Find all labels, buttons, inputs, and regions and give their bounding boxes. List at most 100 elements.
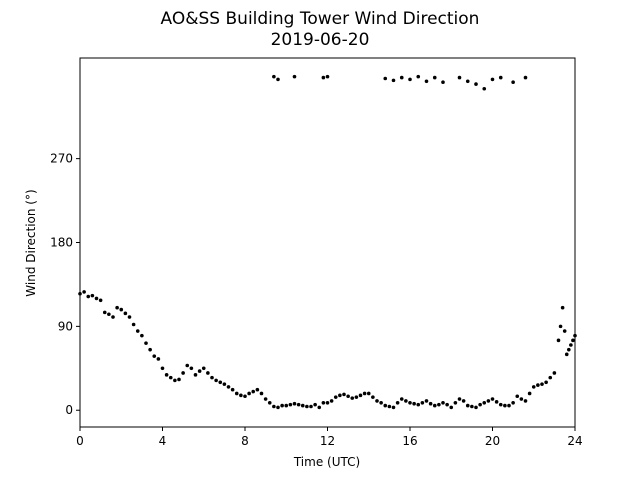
point bbox=[375, 399, 379, 403]
point bbox=[317, 405, 322, 410]
x-tick-label: 20 bbox=[485, 434, 500, 448]
point bbox=[560, 305, 565, 310]
point bbox=[494, 400, 499, 404]
point bbox=[272, 74, 276, 79]
plot-frame bbox=[79, 57, 576, 428]
point bbox=[288, 402, 293, 407]
point bbox=[527, 391, 532, 396]
point bbox=[333, 395, 338, 399]
point bbox=[371, 395, 375, 399]
point bbox=[571, 338, 575, 343]
point bbox=[123, 311, 128, 316]
point bbox=[558, 324, 563, 329]
point bbox=[556, 338, 561, 343]
point bbox=[338, 393, 342, 398]
point bbox=[453, 400, 458, 405]
point bbox=[449, 405, 454, 410]
point bbox=[313, 402, 317, 407]
point bbox=[391, 78, 396, 83]
chart-title: AO&SS Building Tower Wind Direction bbox=[161, 9, 480, 29]
point bbox=[111, 315, 115, 319]
point bbox=[321, 75, 326, 80]
point bbox=[321, 400, 326, 405]
point bbox=[284, 403, 289, 408]
point bbox=[536, 383, 540, 387]
point bbox=[399, 397, 404, 401]
point bbox=[251, 389, 256, 394]
point bbox=[325, 400, 330, 405]
point bbox=[490, 397, 495, 401]
point bbox=[498, 75, 503, 80]
point bbox=[379, 400, 383, 405]
point bbox=[523, 399, 528, 403]
point bbox=[309, 404, 313, 409]
point bbox=[569, 343, 573, 347]
point bbox=[193, 373, 198, 377]
point bbox=[140, 333, 144, 338]
point bbox=[470, 404, 474, 409]
point bbox=[156, 357, 161, 361]
point bbox=[107, 312, 111, 317]
point bbox=[383, 403, 388, 408]
chart-subtitle: 2019-06-20 bbox=[271, 30, 370, 50]
point bbox=[325, 74, 330, 79]
point bbox=[210, 375, 214, 380]
point bbox=[404, 399, 408, 403]
point bbox=[181, 371, 185, 375]
x-tick-label: 8 bbox=[241, 434, 249, 448]
point bbox=[540, 382, 544, 386]
point bbox=[197, 369, 202, 373]
point bbox=[234, 391, 239, 396]
point bbox=[259, 391, 264, 396]
point bbox=[189, 366, 194, 371]
point bbox=[201, 366, 206, 371]
point bbox=[362, 391, 367, 396]
point bbox=[416, 74, 421, 79]
point bbox=[412, 401, 416, 406]
point bbox=[424, 79, 429, 84]
point bbox=[206, 371, 210, 375]
point bbox=[135, 329, 140, 333]
y-tick-label: 0 bbox=[65, 403, 73, 417]
point bbox=[86, 294, 91, 299]
point bbox=[523, 75, 528, 80]
point bbox=[548, 375, 553, 380]
point bbox=[486, 399, 491, 403]
point bbox=[465, 79, 470, 84]
point bbox=[544, 380, 548, 385]
point bbox=[102, 310, 107, 315]
point bbox=[119, 307, 124, 312]
point bbox=[408, 400, 412, 405]
point bbox=[432, 75, 437, 80]
point bbox=[127, 315, 132, 319]
point bbox=[399, 75, 404, 80]
point bbox=[276, 405, 280, 410]
point bbox=[383, 76, 388, 81]
point bbox=[498, 402, 503, 407]
point bbox=[329, 399, 334, 403]
point bbox=[90, 293, 95, 298]
point bbox=[416, 402, 421, 407]
point bbox=[296, 402, 301, 407]
point bbox=[441, 400, 445, 405]
point bbox=[474, 405, 478, 410]
point bbox=[148, 347, 152, 352]
point bbox=[354, 395, 359, 399]
point bbox=[222, 382, 227, 386]
point bbox=[243, 394, 247, 399]
point bbox=[185, 363, 190, 368]
point bbox=[346, 394, 350, 399]
point bbox=[267, 400, 272, 405]
point bbox=[482, 400, 487, 405]
point bbox=[445, 402, 449, 407]
point bbox=[424, 399, 429, 403]
point bbox=[342, 392, 346, 397]
y-tick-label: 270 bbox=[50, 152, 73, 166]
point bbox=[482, 86, 487, 91]
point bbox=[255, 387, 260, 392]
point bbox=[230, 387, 235, 392]
point bbox=[457, 397, 462, 401]
point bbox=[168, 375, 173, 380]
point bbox=[564, 352, 569, 357]
